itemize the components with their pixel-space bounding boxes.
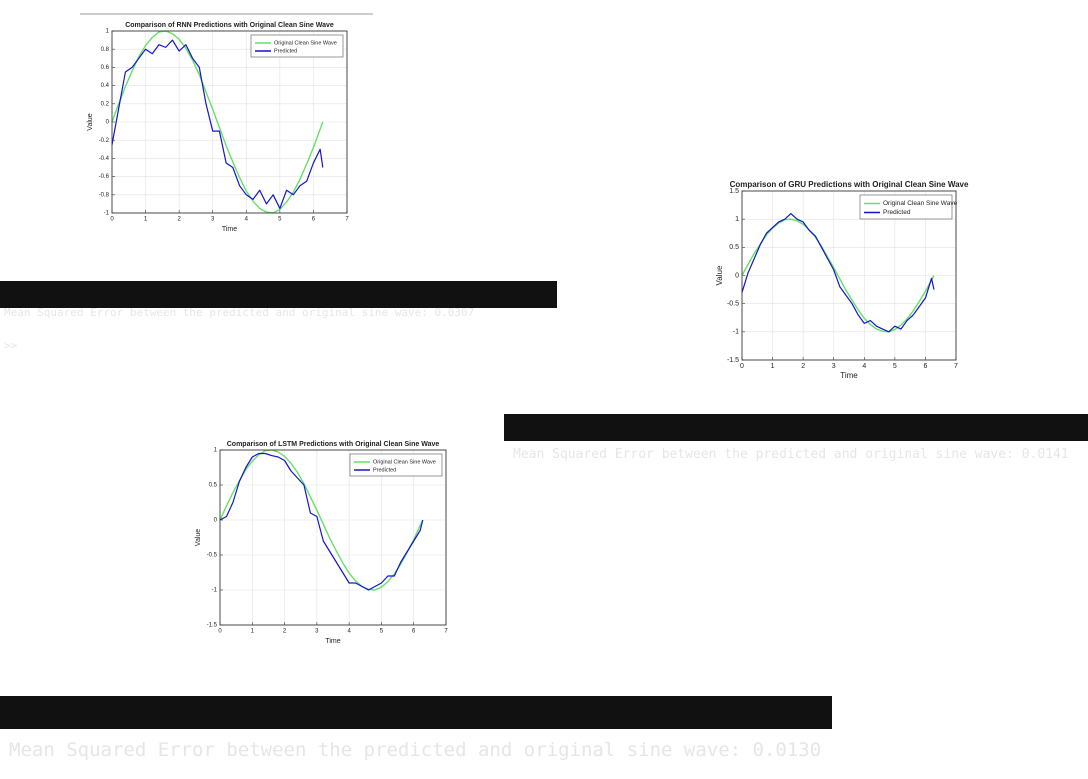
y-tick-label: -0.8 [99, 192, 110, 198]
x-tick-label: 5 [893, 363, 897, 370]
terminal-prompt: >> [4, 339, 18, 352]
y-tick-label: 0 [735, 272, 739, 279]
terminal: Mean Squared Error between the predicted… [0, 696, 832, 760]
x-axis-label: Time [840, 371, 858, 380]
x-tick-label: 7 [954, 363, 958, 370]
x-tick-label: 0 [740, 363, 744, 370]
legend-box [250, 34, 344, 58]
terminal: Mean Squared Error between the predicted… [504, 414, 1088, 461]
y-tick-label: -1.5 [727, 357, 739, 364]
terminal: Mean Squared Error between the predicted… [0, 281, 557, 351]
series-line [741, 212, 935, 333]
legend-label: Predicted [373, 467, 396, 473]
plot-area [219, 449, 447, 626]
plot-frame [741, 190, 957, 361]
x-tick-label: 1 [771, 363, 775, 370]
legend-label: Predicted [274, 48, 297, 54]
chart-title: Comparison of RNN Predictions with Origi… [125, 22, 334, 29]
x-tick-label: 7 [444, 629, 448, 635]
x-tick-label: 0 [110, 217, 114, 223]
y-tick-label: -1.5 [207, 623, 218, 629]
x-axis-label: Time [222, 226, 237, 233]
y-tick-label: 0 [214, 518, 218, 524]
y-tick-label: 1.5 [729, 188, 739, 195]
terminal-line: Mean Squared Error between the predicted… [9, 739, 822, 761]
y-tick-label: 0.5 [209, 483, 218, 489]
plot-frame [219, 449, 447, 626]
y-tick-label: -0.5 [727, 301, 739, 308]
legend-label: Original Clean Sine Wave [373, 459, 436, 465]
terminal-line: Mean Squared Error between the predicted… [513, 447, 1069, 462]
series-line [111, 39, 324, 210]
y-tick-label: 0.8 [101, 47, 110, 53]
y-tick-label: 1 [735, 216, 739, 223]
x-tick-label: 0 [218, 629, 222, 635]
x-tick-label: 3 [315, 629, 319, 635]
y-axis-label: Value [87, 113, 94, 130]
series-line [219, 452, 424, 591]
plot-frame [111, 30, 348, 214]
x-tick-label: 4 [245, 217, 249, 223]
chart-title: Comparison of LSTM Predictions with Orig… [227, 441, 440, 448]
series-line [111, 30, 324, 214]
y-tick-label: -0.2 [99, 138, 110, 144]
x-tick-label: 3 [832, 363, 836, 370]
x-tick-label: 6 [412, 629, 416, 635]
x-tick-label: 5 [380, 629, 384, 635]
y-tick-label: -1 [733, 329, 739, 336]
legend-label: Predicted [883, 209, 911, 216]
x-tick-label: 2 [801, 363, 805, 370]
x-tick-label: 5 [278, 217, 282, 223]
y-tick-label: 0.5 [729, 244, 739, 251]
chart-title: Comparison of GRU Predictions with Origi… [730, 180, 969, 189]
legend-label: Original Clean Sine Wave [274, 40, 337, 46]
x-tick-label: 7 [345, 217, 349, 223]
y-tick-label: -1 [212, 588, 218, 594]
legend-box [349, 453, 443, 477]
x-tick-label: 2 [283, 629, 287, 635]
charts-layer: Comparison of RNN Predictions with Origi… [80, 13, 969, 645]
y-tick-label: -1 [104, 211, 110, 217]
x-tick-label: 4 [862, 363, 866, 370]
y-tick-label: 0.2 [101, 101, 110, 107]
x-tick-label: 1 [251, 629, 255, 635]
y-tick-label: 1 [214, 448, 218, 454]
y-axis-label: Value [715, 265, 724, 285]
y-tick-label: 0 [106, 120, 110, 126]
y-tick-label: 0.6 [101, 65, 110, 71]
y-tick-label: 1 [106, 29, 110, 35]
y-tick-label: -0.6 [99, 174, 110, 180]
y-axis-label: Value [195, 529, 202, 546]
legend-label: Original Clean Sine Wave [883, 200, 958, 207]
x-tick-label: 4 [347, 629, 351, 635]
x-tick-label: 1 [144, 217, 148, 223]
y-tick-label: 0.4 [101, 83, 110, 89]
y-tick-label: -0.4 [99, 156, 110, 162]
terminal-line: Mean Squared Error between the predicted… [4, 306, 475, 319]
x-tick-label: 3 [211, 217, 215, 223]
x-tick-label: 6 [312, 217, 316, 223]
legend-box [859, 194, 953, 220]
y-tick-label: -0.5 [207, 553, 218, 559]
x-tick-label: 6 [923, 363, 927, 370]
screenshot: {"chart_data": [ {"type": "line", "title… [0, 13, 1088, 760]
x-tick-label: 2 [177, 217, 181, 223]
x-axis-label: Time [325, 638, 340, 645]
